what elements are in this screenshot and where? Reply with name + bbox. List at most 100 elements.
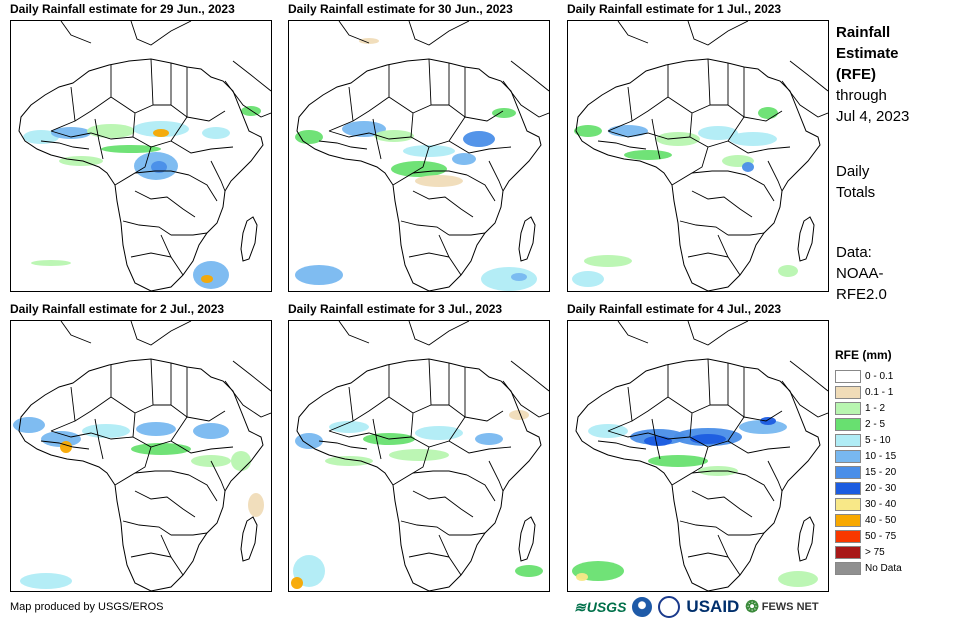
madagascar-outline	[797, 216, 815, 262]
coastline	[18, 358, 264, 591]
country-border	[134, 358, 154, 414]
legend-item: 10 - 15	[835, 448, 902, 464]
panel-title: Daily Rainfall estimate for 2 Jul., 2023	[10, 302, 225, 316]
data-line: Data:	[836, 244, 872, 261]
madagascar-outline	[240, 516, 258, 562]
country-border	[328, 130, 412, 140]
country-border	[597, 440, 647, 450]
country-border	[188, 474, 218, 502]
rainfall-area	[374, 130, 414, 142]
country-border	[392, 470, 468, 486]
country-border	[412, 490, 474, 518]
rainfall-area	[690, 434, 726, 444]
country-border	[170, 440, 234, 454]
country-border	[691, 446, 709, 474]
africa-map-svg	[572, 321, 828, 591]
rainfall-area	[151, 161, 167, 173]
country-border	[679, 220, 729, 236]
country-border	[449, 232, 486, 236]
country-border	[130, 252, 172, 258]
rainfall-area	[778, 265, 798, 277]
rainfall-map	[10, 20, 272, 292]
rainfall-area	[295, 265, 343, 285]
coastline	[18, 58, 264, 291]
legend-label: 50 - 75	[865, 530, 897, 542]
legend-item: 15 - 20	[835, 464, 902, 480]
country-border	[448, 367, 466, 418]
country-border	[743, 110, 783, 122]
rainfall-area	[60, 441, 72, 453]
country-border	[328, 386, 354, 432]
legend-swatch	[835, 513, 861, 527]
usgs-wave-icon: ≋	[574, 598, 586, 615]
legend-item: 2 - 5	[835, 416, 902, 432]
country-border	[466, 174, 496, 202]
data-line: NOAA-	[836, 265, 884, 282]
country-border	[160, 534, 184, 576]
legend-swatch	[835, 465, 861, 479]
legend-label: 20 - 30	[865, 482, 897, 494]
data-line: RFE2.0	[836, 286, 887, 303]
legend-label: 5 - 10	[865, 434, 891, 446]
africa-map-svg	[291, 321, 549, 591]
africa-map-svg	[572, 21, 828, 291]
through-block: through Jul 4, 2023	[836, 85, 909, 127]
country-border	[679, 520, 729, 536]
rainfall-area	[325, 456, 373, 466]
country-border	[597, 140, 647, 150]
rainfall-area	[31, 260, 71, 266]
rainfall-area	[295, 130, 323, 144]
legend-item: 5 - 10	[835, 432, 902, 448]
country-border	[114, 170, 190, 186]
country-border	[745, 474, 775, 502]
country-border	[671, 170, 747, 186]
rainfall-map	[288, 20, 550, 292]
europe-outline	[338, 321, 470, 346]
country-border	[745, 174, 775, 202]
legend-label: 30 - 40	[865, 498, 897, 510]
rainfall-area	[739, 420, 787, 434]
rainfall-area	[342, 121, 386, 137]
rainfall-area	[452, 153, 476, 165]
country-border	[607, 86, 633, 132]
map-panel-4: Daily Rainfall estimate for 2 Jul., 2023	[10, 302, 272, 594]
rainfall-area	[248, 493, 264, 517]
globe-icon: ❂	[745, 599, 759, 616]
fewsnet-text: FEWS NET	[761, 601, 819, 613]
rainfall-area	[572, 271, 604, 287]
usgs-text: USGS	[586, 599, 627, 615]
fewsnet-logo: ❂ FEWS NET	[745, 597, 818, 617]
rainfall-area	[389, 449, 449, 461]
legend-item: 1 - 2	[835, 400, 902, 416]
madagascar-outline	[518, 216, 536, 262]
country-border	[328, 430, 412, 440]
rainfall-map	[10, 320, 272, 592]
country-border	[171, 232, 208, 236]
country-border	[114, 470, 190, 486]
legend-label: No Data	[865, 562, 902, 574]
country-border	[691, 146, 709, 174]
country-border	[607, 130, 691, 140]
europe-outline	[60, 321, 192, 346]
country-border	[410, 416, 466, 448]
rainfall-area	[13, 417, 45, 433]
country-border	[691, 190, 753, 218]
coastline	[296, 58, 542, 291]
country-border	[689, 416, 745, 448]
rainfall-area	[41, 431, 81, 447]
legend-label: 2 - 5	[865, 418, 886, 430]
legend-item: 50 - 75	[835, 528, 902, 544]
rainfall-area	[20, 573, 72, 589]
daily-totals: Daily Totals	[836, 161, 875, 203]
legend-title: RFE (mm)	[835, 348, 892, 362]
country-border	[170, 140, 234, 154]
rainfall-area	[359, 38, 379, 44]
country-border	[94, 118, 104, 160]
country-border	[728, 232, 765, 236]
country-border	[400, 520, 450, 536]
europe-outline	[617, 321, 749, 346]
rainfall-area	[131, 443, 191, 455]
europe-outline	[60, 21, 192, 46]
legend-swatch	[835, 385, 861, 399]
legend-swatch	[835, 497, 861, 511]
